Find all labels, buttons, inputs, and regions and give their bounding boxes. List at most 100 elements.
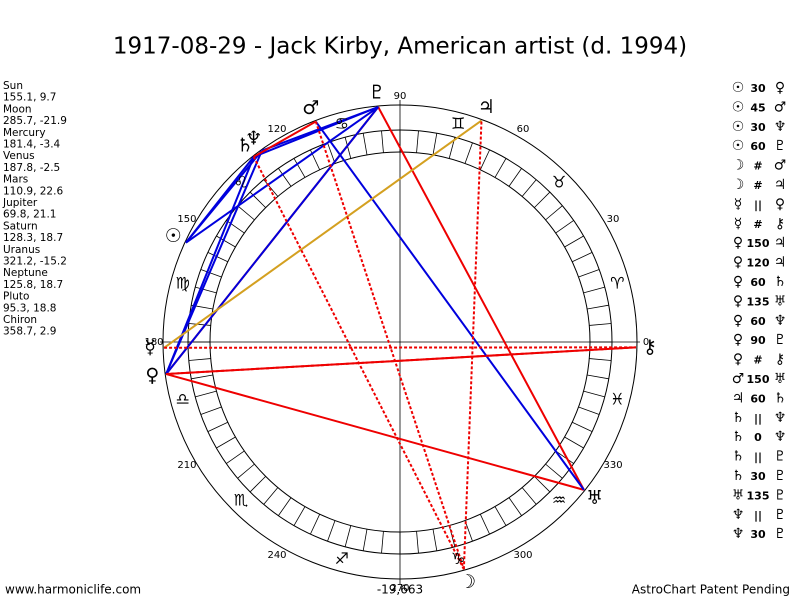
- aspect-planet-b: ♇: [774, 507, 787, 523]
- aspect-angle: 30: [750, 470, 766, 483]
- zodiac-sign: ♎: [175, 390, 189, 409]
- zodiac-sign: ♒: [552, 491, 566, 510]
- aspect-planet-a: ♄: [732, 449, 745, 465]
- zodiac-sign: ♓: [610, 390, 624, 409]
- latitude: -21.9: [40, 115, 67, 127]
- aspect-angle: #: [753, 179, 762, 192]
- planet-glyph: ♂: [302, 97, 319, 119]
- planet-coords: 285.7, -21.9: [3, 115, 67, 127]
- planet-glyph: ♄: [237, 134, 254, 156]
- aspect-planet-a: ☽: [732, 158, 745, 174]
- longitude: 95.3: [3, 302, 26, 314]
- ring-tick: [362, 133, 368, 155]
- aspect-angle: 90: [750, 334, 766, 347]
- ring-tick: [555, 220, 574, 234]
- aspect-planet-b: ♇: [774, 487, 787, 503]
- ring-tick: [226, 220, 245, 234]
- ring-tick: [555, 450, 574, 464]
- ring-tick: [344, 137, 352, 159]
- chart-title: 1917-08-29 - Jack Kirby, American artist…: [113, 34, 687, 60]
- planet-name: Venus: [3, 150, 35, 162]
- ring-tick: [587, 304, 609, 310]
- latitude: 2.9: [40, 326, 57, 338]
- ring-tick: [249, 476, 266, 493]
- ring-tick: [545, 205, 563, 221]
- aspect-line: [165, 373, 585, 491]
- ring-tick: [583, 286, 605, 294]
- degree-label: 90: [394, 91, 407, 102]
- ring-tick: [327, 520, 336, 542]
- longitude: 187.8: [3, 162, 33, 174]
- aspect-planet-a: ☽: [732, 177, 745, 193]
- aspect-line: [165, 150, 263, 375]
- ring-tick: [191, 374, 213, 380]
- aspect-line: [163, 119, 483, 349]
- aspect-planet-a: ♀: [733, 313, 743, 329]
- ring-tick: [521, 487, 537, 505]
- ring-tick: [188, 323, 211, 326]
- degree-label: 120: [267, 124, 286, 135]
- ring-tick: [188, 358, 211, 361]
- ring-tick: [589, 323, 612, 326]
- longitude: 181.4: [3, 139, 33, 151]
- aspect-planet-b: ♃: [774, 177, 787, 193]
- planet-name: Saturn: [3, 220, 38, 232]
- aspect-planet-b: ⚷: [775, 216, 785, 232]
- planet-glyph: ☉: [165, 225, 182, 247]
- ring-tick: [327, 142, 336, 164]
- footer-site: www.harmoniclife.com: [5, 583, 141, 597]
- planet-glyph: ♅: [586, 487, 603, 509]
- ring-tick: [564, 436, 584, 449]
- planet-name: Mars: [3, 174, 28, 186]
- ring-tick: [362, 529, 368, 551]
- aspect-angle: 60: [750, 315, 766, 328]
- aspect-angle: 45: [750, 101, 765, 114]
- planet-glyph: ☿: [144, 337, 156, 359]
- aspect-planet-b: ♂: [774, 99, 787, 115]
- ring-tick: [432, 529, 438, 551]
- latitude: -2.5: [40, 162, 61, 174]
- ring-tick: [578, 406, 600, 415]
- planet-coords: 125.8, 18.7: [3, 279, 63, 291]
- ring-tick: [578, 269, 600, 278]
- aspect-angle: 60: [750, 276, 766, 289]
- aspect-planet-b: ♇: [774, 332, 787, 348]
- ring-tick: [263, 487, 279, 505]
- aspect-line: [315, 120, 585, 491]
- planet-coords: 110.9, 22.6: [3, 185, 63, 197]
- aspect-planet-b: ♇: [774, 449, 787, 465]
- planet-name: Chiron: [3, 314, 37, 326]
- longitude: 110.9: [3, 185, 33, 197]
- aspect-planet-a: ♀: [733, 235, 743, 251]
- zodiac-sign: ♏: [234, 491, 248, 510]
- ring-tick: [534, 476, 551, 493]
- aspect-angle: 60: [750, 140, 766, 153]
- ring-tick: [416, 531, 419, 554]
- degree-label: 150: [177, 214, 196, 225]
- aspect-angle: #: [753, 218, 762, 231]
- aspect-angle: #: [753, 354, 762, 367]
- aspect-planet-b: ♇: [774, 468, 787, 484]
- degree-label: 330: [603, 460, 622, 471]
- degree-label: 60: [517, 124, 530, 135]
- footer-value: -19,663: [377, 583, 423, 597]
- aspect-angle: ||: [754, 451, 762, 464]
- longitude: 321.2: [3, 256, 33, 268]
- aspect-planet-a: ♂: [732, 371, 745, 387]
- ring-tick: [521, 179, 537, 197]
- aspect-angle: 135: [747, 295, 770, 308]
- zodiac-sign: ♋: [335, 114, 349, 133]
- ring-tick: [207, 421, 228, 432]
- aspect-planet-a: ☉: [732, 138, 745, 154]
- aspect-angle: 150: [747, 237, 770, 250]
- aspect-line: [166, 346, 636, 376]
- ring-tick: [564, 235, 584, 248]
- aspect-planet-a: ♄: [732, 468, 745, 484]
- aspect-planet-b: ♆: [774, 410, 787, 426]
- aspect-planet-a: ♆: [732, 526, 745, 542]
- ring-tick: [293, 158, 306, 178]
- ring-tick: [237, 463, 255, 479]
- aspect-planet-b: ⚷: [775, 352, 785, 368]
- planet-glyph: ⚷: [643, 336, 657, 358]
- planet-coords: 358.7, 2.9: [3, 326, 56, 338]
